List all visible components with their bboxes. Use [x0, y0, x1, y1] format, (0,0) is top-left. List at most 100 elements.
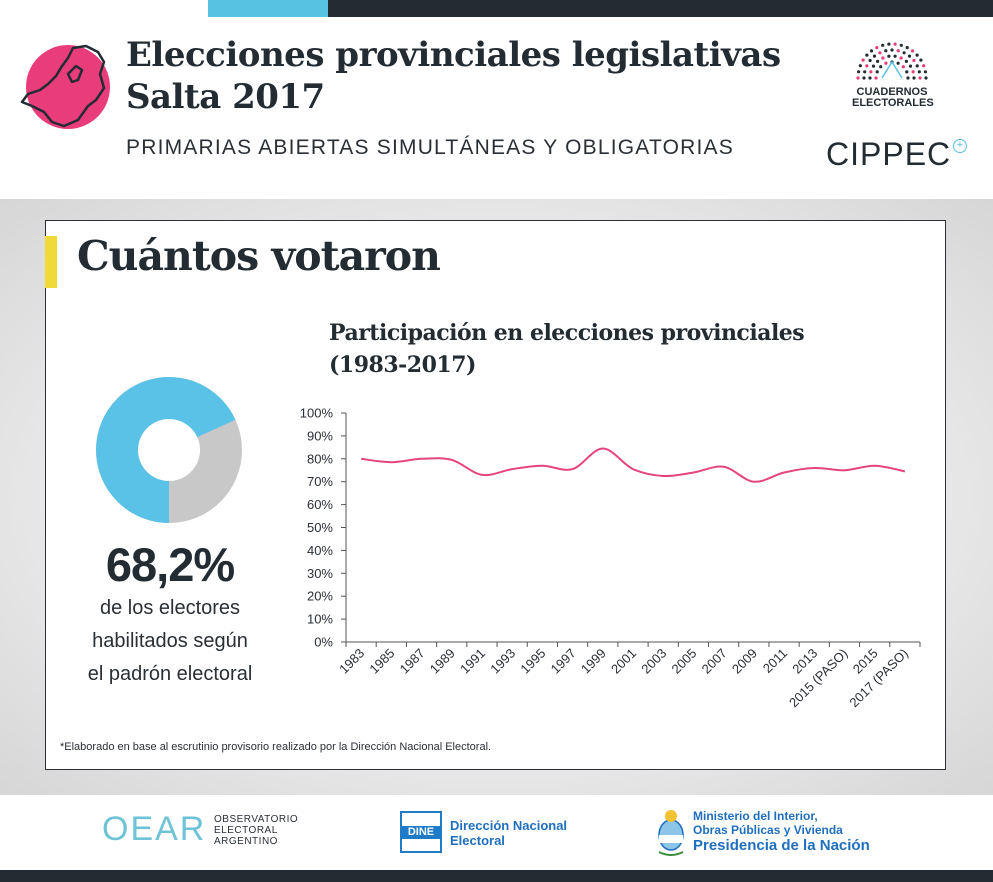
- parliament-seat: [908, 64, 913, 68]
- oear-line-2: ELECTORAL: [214, 825, 278, 836]
- chart-title-line-2: (1983-2017): [329, 352, 476, 378]
- data-point: [662, 475, 664, 477]
- x-tick-label: 1985: [366, 646, 397, 677]
- parliament-seat: [879, 65, 883, 69]
- data-point: [904, 470, 906, 472]
- title-line-2: Salta 2017: [126, 77, 325, 117]
- data-point: [874, 465, 876, 467]
- parliament-seat: [872, 54, 877, 58]
- x-tick-label: 2011: [760, 646, 790, 676]
- y-tick-label: 30%: [307, 566, 333, 581]
- parliament-seat: [865, 64, 869, 68]
- parliament-seat: [887, 42, 891, 46]
- parliament-seat: [906, 76, 910, 80]
- x-tick-label: 2009: [729, 646, 760, 677]
- oear-line-1: OBSERVATORIO: [214, 814, 299, 825]
- oear-wordmark: OEAR: [102, 810, 207, 848]
- desc-line-3: el padrón electoral: [87, 663, 253, 685]
- cuadernos-line-2: ELECTORALES: [852, 97, 934, 109]
- page-title: Elecciones provinciales legislativas Sal…: [126, 34, 781, 118]
- parliament-seat: [910, 49, 915, 53]
- x-tick-label: 2007: [699, 646, 730, 677]
- data-point: [602, 448, 604, 450]
- data-point: [632, 468, 634, 470]
- dine-line-1: Dirección Nacional: [450, 818, 568, 833]
- data-point: [360, 458, 362, 460]
- title-line-1: Elecciones provinciales legislativas: [126, 35, 781, 75]
- parliament-seat: [912, 76, 916, 80]
- parliament-seat: [884, 61, 888, 65]
- chart-title-line-1: Participación en elecciones provinciales: [329, 320, 805, 346]
- section-title: Cuántos votaron: [77, 232, 441, 280]
- oear-logo: OEAR OBSERVATORIO ELECTORAL ARGENTINO: [102, 808, 312, 853]
- y-tick-label: 60%: [307, 497, 333, 512]
- parliament-seat: [881, 56, 885, 60]
- y-tick-label: 0%: [314, 635, 333, 650]
- parliament-seat: [918, 76, 922, 80]
- x-tick-label: 2005: [668, 646, 699, 677]
- parliament-seat: [893, 54, 897, 58]
- parliament-seat: [893, 42, 897, 46]
- chart-title: Participación en elecciones provinciales…: [329, 317, 805, 381]
- parliament-seat: [896, 49, 900, 53]
- data-point: [421, 458, 423, 460]
- parliament-seat: [911, 70, 915, 74]
- participation-percent: 68,2%: [105, 538, 235, 591]
- x-tick-label: 1991: [457, 646, 488, 677]
- x-tick-label: 2003: [638, 646, 669, 677]
- parliament-seat: [881, 43, 885, 47]
- y-tick-label: 40%: [307, 543, 333, 558]
- parliament-seat: [874, 76, 878, 80]
- oear-line-3: ARGENTINO: [214, 836, 278, 847]
- dine-name: Dirección Nacional Electoral: [450, 818, 567, 848]
- bottom-bar: [0, 870, 993, 882]
- parliament-seat: [904, 59, 908, 63]
- header: [0, 17, 993, 199]
- parliament-seat: [896, 61, 900, 65]
- parliament-seat: [863, 70, 867, 74]
- x-tick-label: 1999: [578, 646, 609, 677]
- ministry-line-2: Obras Públicas y Vivienda: [693, 823, 843, 837]
- data-point: [783, 472, 785, 474]
- top-bar-accent: [208, 0, 328, 17]
- parliament-seat: [899, 56, 903, 60]
- parliament-seat: [901, 65, 905, 69]
- ministry-name: Ministerio del Interior, Obras Públicas …: [693, 809, 843, 837]
- y-tick-label: 10%: [307, 612, 333, 627]
- section-marker: [45, 236, 57, 288]
- national-shield-icon: [658, 810, 684, 856]
- parliament-seat: [868, 58, 872, 63]
- parliament-seat: [862, 76, 866, 80]
- x-tick-label: 1997: [548, 646, 579, 677]
- parliament-seat: [922, 64, 926, 68]
- parliament-seat: [915, 53, 919, 57]
- parliament-seat: [878, 51, 882, 55]
- parliament-seat: [912, 58, 916, 63]
- cuadernos-electorales-logo: CUADERNOS ELECTORALES: [852, 40, 947, 109]
- participation-description: de los electores habilitados según el pa…: [55, 592, 285, 691]
- participation-line-chart: 0%10%20%30%40%50%60%70%80%90%100%1983 198…: [300, 406, 921, 710]
- parliament-seat: [857, 70, 861, 74]
- data-point: [572, 468, 574, 470]
- parliament-seat: [919, 58, 923, 62]
- dine-box-label: DINE: [402, 826, 440, 839]
- participation-donut: [95, 377, 242, 523]
- x-tick-label: 1995: [517, 646, 548, 677]
- data-point: [753, 481, 755, 483]
- cuadernos-line-1: CUADERNOS: [856, 86, 928, 98]
- parliament-seat: [905, 70, 909, 74]
- cippec-plus-icon: +: [953, 139, 967, 153]
- parliament-seat: [902, 51, 906, 55]
- ministry-line-1: Ministerio del Interior,: [693, 809, 818, 823]
- y-tick-label: 70%: [307, 474, 333, 489]
- data-point: [813, 467, 815, 469]
- parliament-seat: [890, 48, 894, 52]
- footnote: *Elaborado en base al escrutinio proviso…: [60, 741, 492, 753]
- parliament-seat: [915, 64, 919, 68]
- top-bar: [0, 0, 993, 17]
- y-tick-label: 50%: [307, 520, 333, 535]
- data-point: [451, 459, 453, 461]
- x-tick-label: 2001: [608, 646, 639, 677]
- data-point: [844, 469, 846, 471]
- dine-line-2: Electoral: [450, 833, 505, 848]
